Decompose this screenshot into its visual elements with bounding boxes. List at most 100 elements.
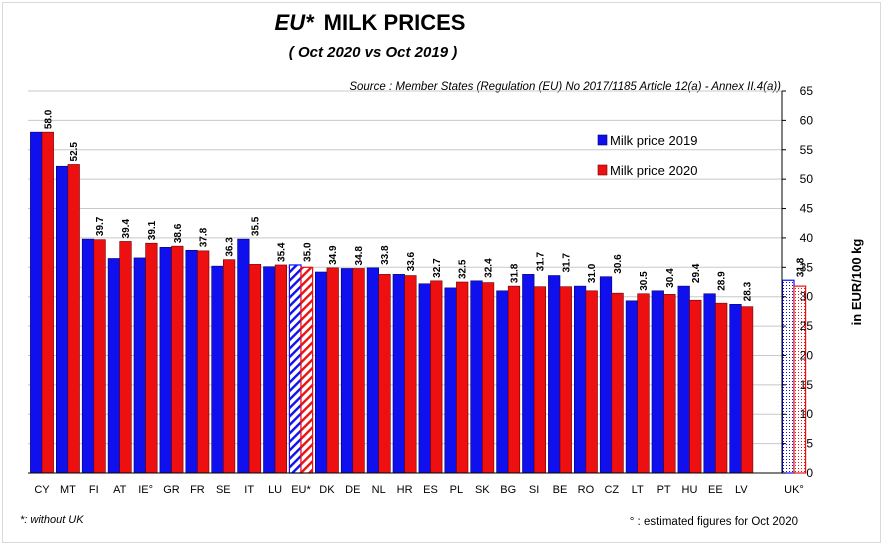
bar-2020-RO bbox=[585, 290, 598, 474]
value-label-LU: 35.4 bbox=[276, 242, 287, 262]
category-label-DE: DE bbox=[345, 484, 360, 496]
category-label-BG: BG bbox=[500, 484, 516, 496]
value-label-DE: 34.8 bbox=[354, 246, 365, 266]
value-label-CY: 58.0 bbox=[43, 109, 54, 129]
bar-2020-HU bbox=[689, 299, 702, 474]
category-label-UK°: UK° bbox=[784, 484, 804, 496]
bar-2019-IE° bbox=[133, 257, 146, 474]
chart-title-prefix: EU* bbox=[275, 10, 316, 35]
bar-2019-EE bbox=[703, 293, 716, 474]
value-label-IE°: 39.1 bbox=[147, 220, 158, 240]
value-labels: 58.0 52.5 39.7 39.4 39.1 38.6 37.8 36.3 35.5 35.4… bbox=[43, 109, 806, 301]
category-label-FI: FI bbox=[89, 484, 99, 496]
value-label-BG: 31.8 bbox=[510, 263, 521, 283]
chart-subtitle: ( Oct 2020 vs Oct 2019 ) bbox=[289, 44, 457, 61]
bar-2019-FI bbox=[81, 238, 95, 474]
category-label-PL: PL bbox=[450, 484, 463, 496]
y-tick-label: 50 bbox=[800, 172, 814, 186]
legend-label-2019: Milk price 2019 bbox=[610, 133, 697, 148]
category-label-LV: LV bbox=[735, 484, 748, 496]
bar-2019-PL bbox=[444, 287, 457, 474]
legend-swatch-2019 bbox=[597, 134, 608, 146]
footnote-right: ° : estimated figures for Oct 2020 bbox=[630, 516, 798, 528]
y-tick-label: 0 bbox=[806, 466, 813, 480]
bar-2020-HR bbox=[404, 275, 417, 474]
value-label-GR: 38.6 bbox=[173, 223, 184, 243]
bar-2020-UK° bbox=[793, 285, 807, 474]
bar-2020-EU* bbox=[300, 266, 314, 474]
value-label-FR: 37.8 bbox=[199, 227, 210, 247]
value-label-BE: 31.7 bbox=[561, 253, 572, 273]
value-label-MT: 52.5 bbox=[69, 142, 80, 162]
category-label-HU: HU bbox=[682, 484, 698, 496]
value-label-UK°: 31.8 bbox=[795, 257, 806, 277]
bar-2019-EU* bbox=[288, 264, 302, 474]
footnote-left: *: without UK bbox=[20, 514, 84, 526]
value-label-SE: 36.3 bbox=[225, 237, 236, 257]
value-label-SK: 32.4 bbox=[484, 258, 495, 278]
bar-2019-PT bbox=[651, 290, 664, 474]
bar-2020-MT bbox=[67, 164, 80, 474]
bar-2019-AT bbox=[107, 258, 120, 474]
bar-2019-SE bbox=[211, 265, 224, 474]
category-label-LT: LT bbox=[632, 484, 644, 496]
bar-2019-FR bbox=[185, 249, 198, 474]
bar-2020-LV bbox=[740, 306, 754, 474]
bar-2019-ES bbox=[418, 283, 431, 474]
category-label-IT: IT bbox=[244, 484, 254, 496]
category-label-SK: SK bbox=[475, 484, 490, 496]
y-tick-label: 15 bbox=[800, 378, 814, 392]
category-label-GR: GR bbox=[163, 484, 180, 496]
value-label-LV: 28.3 bbox=[743, 281, 754, 301]
bar-2019-CY bbox=[30, 131, 43, 474]
category-label-BE: BE bbox=[553, 484, 568, 496]
bar-2019-GR bbox=[159, 247, 172, 474]
bar-2020-IE° bbox=[145, 242, 158, 474]
value-label-ES: 32.7 bbox=[432, 258, 443, 278]
bar-2020-PL bbox=[456, 281, 469, 474]
category-label-NL: NL bbox=[372, 484, 386, 496]
bar-2020-AT bbox=[119, 241, 132, 474]
category-label-PT: PT bbox=[657, 484, 671, 496]
y-tick-label: 5 bbox=[806, 437, 813, 451]
category-label-EU*: EU* bbox=[291, 484, 311, 496]
bar-2019-LU bbox=[263, 266, 276, 474]
legend-swatch-2020 bbox=[597, 164, 608, 176]
value-label-SI: 31.7 bbox=[535, 251, 546, 271]
value-label-HU: 29.4 bbox=[691, 263, 702, 283]
category-label-CY: CY bbox=[34, 484, 50, 496]
y-tick-label: 20 bbox=[800, 348, 814, 362]
category-label-SE: SE bbox=[216, 484, 231, 496]
chart-title-main: MILK PRICES bbox=[324, 10, 466, 35]
y-tick-label: 25 bbox=[800, 319, 814, 333]
bar-2020-DK bbox=[326, 267, 339, 474]
y-tick-label: 55 bbox=[800, 143, 814, 157]
bar-2019-IT bbox=[237, 238, 250, 474]
bar-2020-LU bbox=[274, 264, 288, 474]
category-label-DK: DK bbox=[319, 484, 335, 496]
bar-2020-BE bbox=[559, 286, 572, 474]
bar-2020-FR bbox=[197, 250, 210, 474]
bar-2020-CZ bbox=[611, 292, 624, 474]
bars bbox=[30, 131, 807, 474]
bar-2020-GR bbox=[171, 245, 184, 474]
bar-2019-NL bbox=[366, 267, 380, 474]
value-label-DK: 34.9 bbox=[328, 245, 339, 265]
y-tick-label: 60 bbox=[800, 113, 814, 127]
value-label-CZ: 30.6 bbox=[613, 254, 624, 274]
bar-2019-DK bbox=[314, 271, 328, 474]
y-tick-label: 40 bbox=[800, 231, 814, 245]
value-label-HR: 33.6 bbox=[406, 251, 417, 271]
bar-2020-CY bbox=[41, 131, 54, 474]
chart-title: EU* MILK PRICES bbox=[275, 10, 466, 35]
category-labels: CY MT FI AT IE° GR FR SE IT LU EU* DK DE NL HR ES PL SK BG… bbox=[34, 484, 803, 496]
chart-source: Source : Member States (Regulation (EU) … bbox=[349, 81, 781, 93]
bar-2020-BG bbox=[507, 285, 521, 474]
bar-2019-BE bbox=[548, 275, 561, 474]
category-label-CZ: CZ bbox=[604, 484, 619, 496]
value-label-EE: 28.9 bbox=[717, 271, 728, 291]
category-label-SI: SI bbox=[529, 484, 539, 496]
value-label-LT: 30.5 bbox=[639, 271, 650, 291]
